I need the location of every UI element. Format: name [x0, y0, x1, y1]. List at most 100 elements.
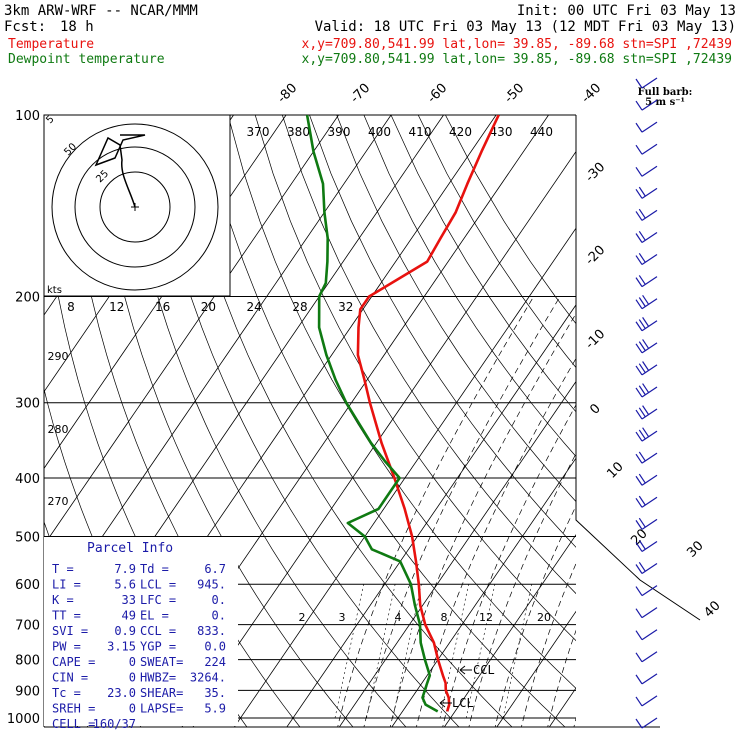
- pressure-tick-label: 1000: [7, 712, 40, 727]
- wind-barb: [635, 607, 658, 619]
- hodograph-ring-5: [99, 171, 171, 243]
- wind-barb: [635, 317, 658, 332]
- wind-barb: [635, 186, 658, 199]
- moist-adiabat: [416, 357, 576, 727]
- parcel-info-cell: K =: [52, 593, 74, 607]
- model-title: 3km ARW-WRF -- NCAR/MMM: [4, 3, 198, 19]
- parcel-info-cell: LFC =: [140, 593, 176, 607]
- pressure-tick-label: 400: [15, 472, 40, 487]
- wind-barb: [635, 230, 658, 243]
- isotherm: [338, 380, 576, 727]
- isotherm: [443, 534, 576, 727]
- wind-barb: [635, 451, 658, 464]
- theta-label: 430: [490, 125, 513, 139]
- dry-adiabat: [417, 115, 576, 369]
- theta-label: 390: [328, 125, 351, 139]
- theta-label: 380: [287, 125, 310, 139]
- theta-label-low: 270: [48, 495, 69, 508]
- isotherm-label: -30: [583, 160, 609, 186]
- wind-barb: [635, 143, 658, 155]
- moist-adiabat: [468, 452, 576, 727]
- parcel-info-cell: 0.: [212, 593, 226, 607]
- isotherm-label: -60: [425, 81, 451, 107]
- lcl-label: LCL: [452, 696, 474, 710]
- parcel-info-cell: SHEAR=: [140, 686, 183, 700]
- isotherm-lines: [44, 115, 740, 731]
- dry-adiabat: [336, 115, 576, 503]
- moist-adiabat: [389, 312, 576, 727]
- parcel-info-cell: CCL =: [140, 624, 176, 638]
- isotherm: [44, 115, 392, 623]
- right-edge: [575, 115, 701, 621]
- parcel-info-cell: CIN =: [52, 671, 88, 685]
- parcel-info-cell: TT =: [52, 609, 81, 623]
- wind-barb: [635, 673, 658, 685]
- theta-label: 400: [368, 125, 391, 139]
- ccl-label: CCL: [473, 663, 495, 677]
- dry-adiabat: [146, 115, 460, 727]
- parcel-info-cell: 0: [129, 655, 136, 669]
- parcel-info-cell: 160/37: [93, 717, 136, 731]
- pressure-tick-label: 100: [15, 109, 40, 124]
- wind-barb: [635, 253, 658, 266]
- speed-label: 20: [201, 300, 216, 314]
- parcel-info-cell: CAPE =: [52, 655, 95, 669]
- wind-barb: [635, 585, 658, 597]
- isotherm-label: -50: [502, 81, 528, 107]
- speed-label: 28: [292, 300, 307, 314]
- isotherm-label: -80: [275, 81, 301, 107]
- theta-label-low: 290: [48, 350, 69, 363]
- isotherm: [599, 115, 740, 731]
- dry-adiabat: [363, 115, 576, 457]
- parcel-info-cell: 23.0: [107, 686, 136, 700]
- parcel-info-cell: SWEAT=: [140, 655, 183, 669]
- wind-barb: [635, 651, 658, 663]
- dewpoint-profile: [305, 115, 439, 713]
- isotherm-label: -40: [579, 81, 605, 107]
- dry-adiabat: [281, 115, 576, 595]
- wind-barb: [635, 539, 658, 552]
- parcel-info-cell: 3264.: [190, 671, 226, 685]
- parcel-info-cell: 6.7: [204, 562, 226, 576]
- isotherm: [44, 115, 339, 546]
- parcel-info-cell: SVI =: [52, 624, 88, 638]
- parcel-info-cell: 833.: [197, 624, 226, 638]
- isotherm: [286, 304, 576, 727]
- isotherm-label: 20: [628, 526, 650, 548]
- wind-barb: [635, 383, 658, 398]
- hodograph-inset: 5 25 50 kts: [43, 114, 231, 297]
- wind-barbs: [635, 77, 658, 729]
- isotherm-label: 30: [684, 538, 706, 560]
- moist-adiabat: [573, 716, 576, 727]
- parcel-info-cell: SREH =: [52, 702, 95, 716]
- wind-barb: [635, 427, 658, 442]
- parcel-info-cell: LAPSE=: [140, 702, 183, 716]
- wind-barb: [635, 517, 658, 530]
- wind-barb: [635, 77, 658, 89]
- parcel-info-title: Parcel Info: [87, 541, 173, 556]
- wind-barb: [635, 473, 658, 486]
- parcel-info-cell: Tc =: [52, 686, 81, 700]
- parcel-info-cell: 0.: [212, 609, 226, 623]
- isotherm: [496, 610, 576, 727]
- isotherm-label: -70: [348, 81, 374, 107]
- sounding-profiles: [305, 115, 500, 713]
- theta-label: 420: [449, 125, 472, 139]
- wind-barb: [635, 294, 658, 310]
- hodograph-ring-25: [74, 146, 196, 268]
- theta-label-low: 280: [48, 423, 69, 436]
- parcel-info-cell: 0: [129, 671, 136, 685]
- init-time: Init: 00 UTC Fri 03 May 13: [517, 3, 736, 19]
- isotherm-label: 10: [604, 459, 626, 481]
- wind-barb: [635, 695, 658, 707]
- dry-adiabat: [309, 115, 576, 548]
- isotherm-label: 40: [701, 598, 723, 620]
- speed-label: 24: [247, 300, 262, 314]
- moist-adiabat: [337, 296, 535, 727]
- forecast-label: Fcst:: [4, 19, 46, 35]
- pressure-tick-label: 300: [15, 397, 40, 412]
- wind-barb: [635, 99, 658, 111]
- hodograph-units: kts: [47, 285, 62, 296]
- wind-barb: [635, 208, 658, 221]
